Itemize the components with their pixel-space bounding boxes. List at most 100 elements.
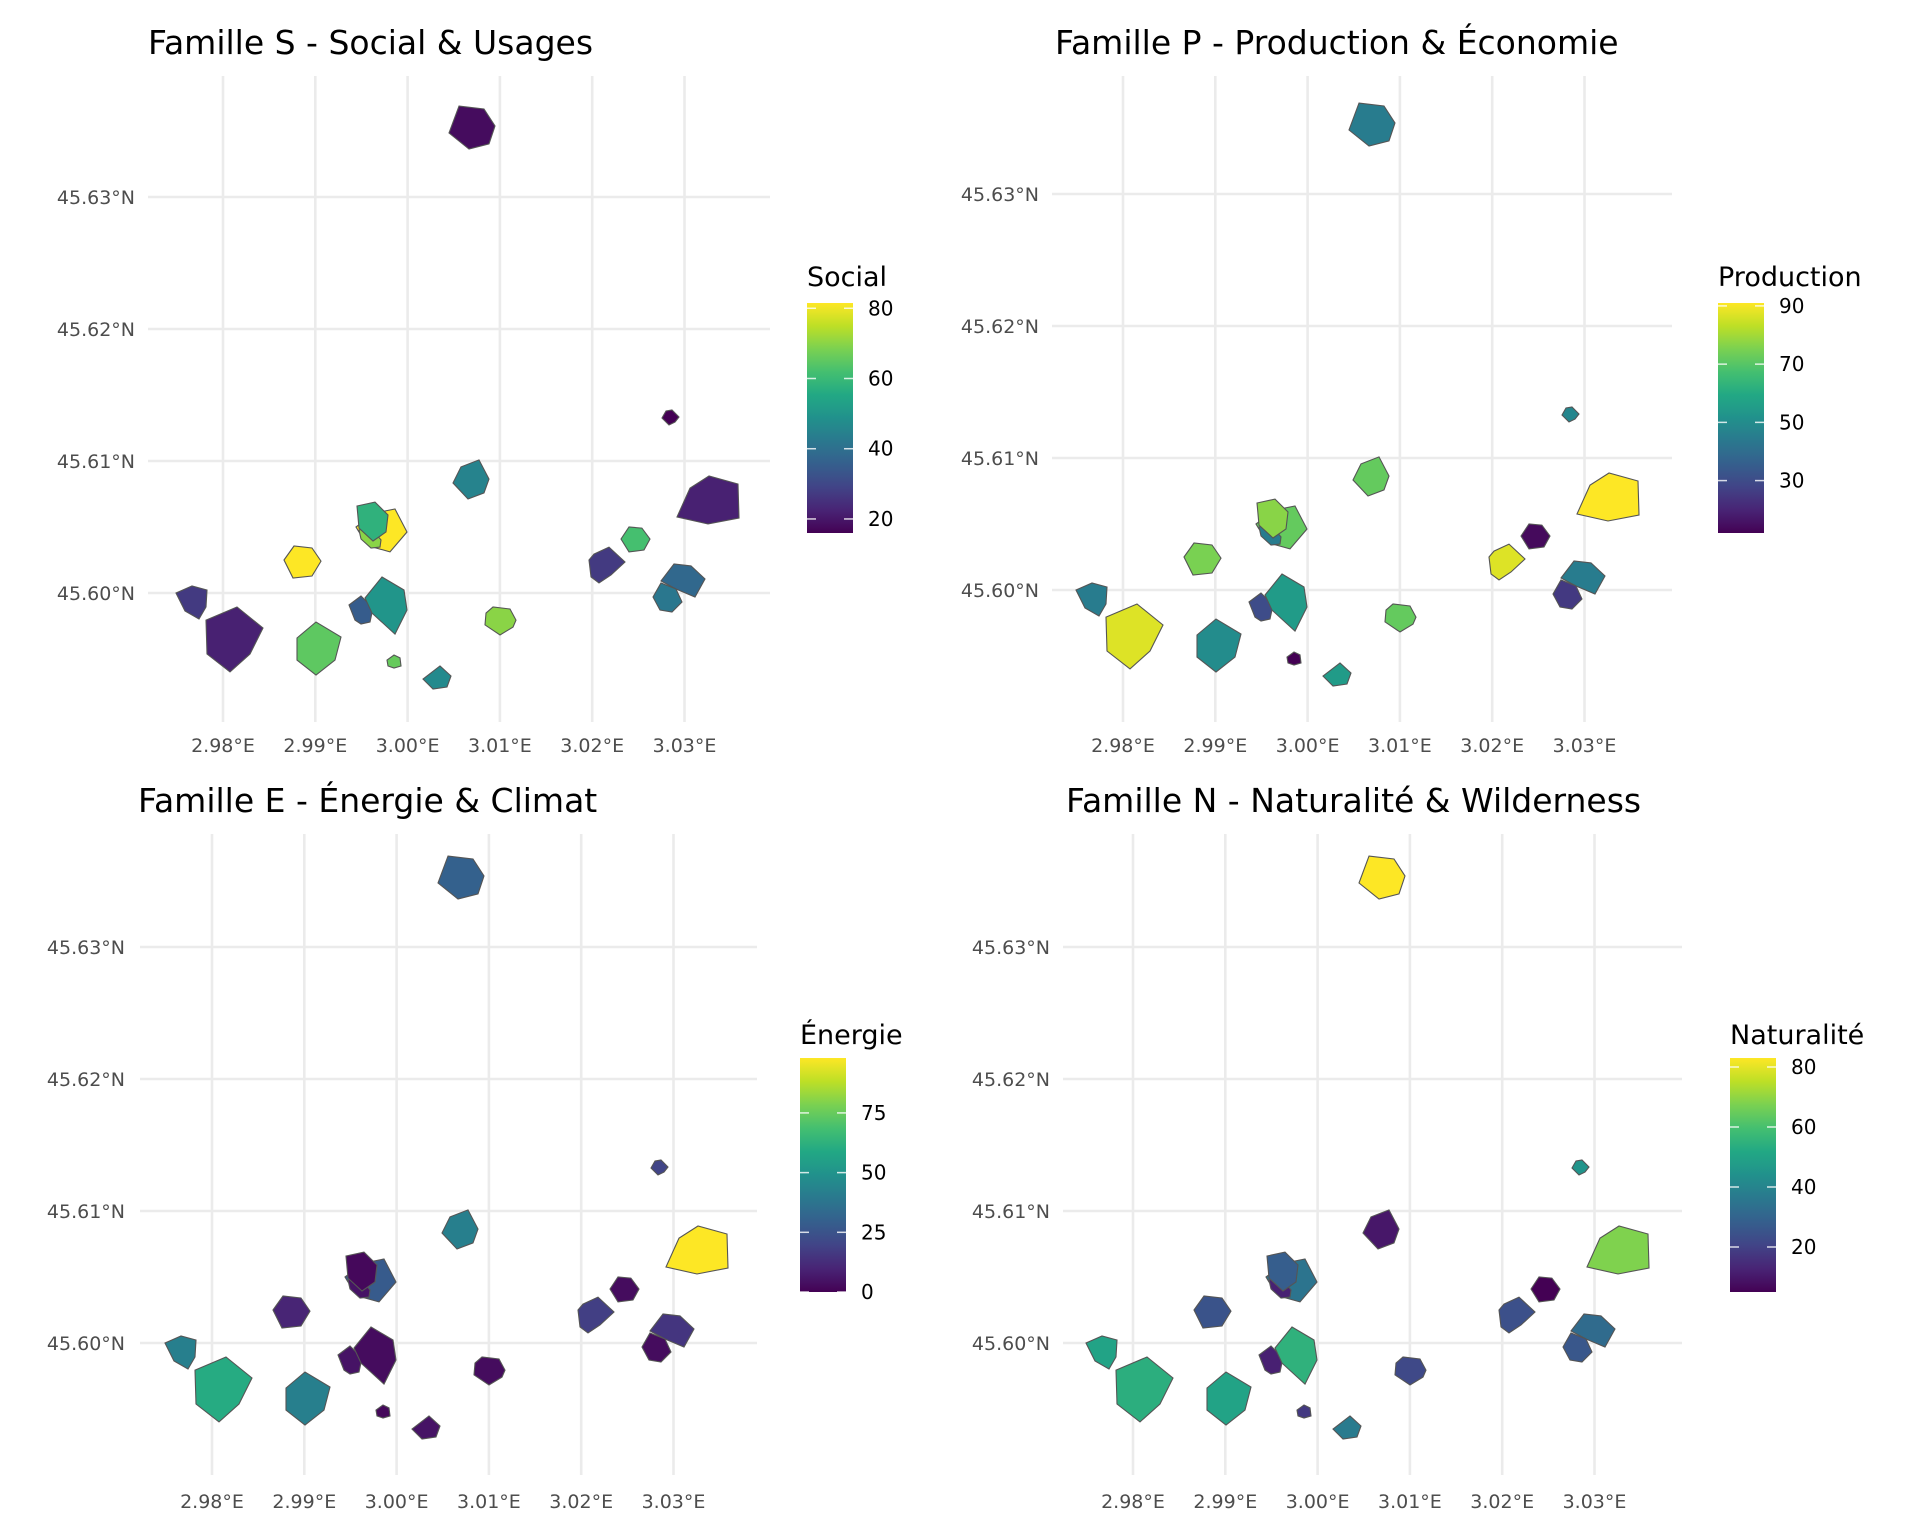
polygon-p04[interactable] — [1362, 1209, 1400, 1250]
polygon-p16[interactable] — [1384, 603, 1417, 633]
y-tick-label: 45.60°N — [47, 1333, 125, 1355]
polygon-p01[interactable] — [1348, 102, 1396, 147]
polygon-p14[interactable] — [1286, 651, 1302, 666]
panel-title: Famille N - Naturalité & Wilderness — [1066, 781, 1641, 820]
polygon-p15[interactable] — [411, 1415, 441, 1440]
colorbar — [1718, 303, 1764, 533]
polygon-p02[interactable] — [1561, 406, 1580, 423]
legend-title: Énergie — [800, 1019, 903, 1051]
x-tick-label: 3.02°E — [549, 1491, 613, 1513]
polygon-p13[interactable] — [353, 1326, 397, 1385]
polygon-p20[interactable] — [641, 1332, 672, 1363]
polygon-p18[interactable] — [1530, 1276, 1561, 1303]
polygon-p02[interactable] — [650, 1159, 669, 1176]
polygon-p11[interactable] — [285, 1371, 331, 1426]
panel-title: Famille S - Social & Usages — [148, 23, 593, 62]
polygon-p09[interactable] — [1075, 582, 1108, 617]
polygon-p13[interactable] — [1274, 1326, 1318, 1385]
polygon-p10[interactable] — [194, 1356, 253, 1423]
polygon-p13[interactable] — [1264, 573, 1308, 632]
polygon-p08[interactable] — [272, 1295, 311, 1329]
polygon-p15[interactable] — [1332, 1415, 1362, 1440]
x-tick-label: 3.03°E — [653, 735, 717, 757]
x-tick-label: 3.01°E — [1368, 735, 1432, 757]
x-tick-label: 2.98°E — [1091, 735, 1155, 757]
polygon-p03[interactable] — [1586, 1225, 1650, 1275]
colorbar — [1730, 1058, 1776, 1292]
colorbar-legend: Naturalité 20 40 60 80 — [1730, 1020, 1864, 1292]
polygon-p01[interactable] — [1358, 855, 1406, 900]
polygon-p20[interactable] — [1552, 579, 1583, 610]
polygon-p14[interactable] — [1296, 1404, 1312, 1419]
polygon-p03[interactable] — [665, 1225, 729, 1275]
polygon-p08[interactable] — [1183, 542, 1222, 576]
polygon-p18[interactable] — [609, 1276, 640, 1303]
y-tick-label: 45.61°N — [57, 451, 135, 473]
legend-tick-label: 80 — [1791, 1055, 1816, 1079]
x-tick-label: 3.01°E — [1378, 1491, 1442, 1513]
polygon-p17[interactable] — [577, 1296, 615, 1334]
polygon-p18[interactable] — [620, 526, 651, 553]
legend-tick-label: 20 — [868, 507, 893, 531]
polygon-p11[interactable] — [296, 621, 342, 676]
polygon-p02[interactable] — [1571, 1159, 1590, 1176]
polygon-p14[interactable] — [375, 1404, 391, 1419]
x-tick-label: 3.02°E — [560, 735, 624, 757]
y-tick-label: 45.62°N — [47, 1069, 125, 1091]
polygon-p07[interactable] — [1266, 1251, 1299, 1292]
polygon-p15[interactable] — [1322, 662, 1352, 687]
x-tick-label: 3.03°E — [1553, 735, 1617, 757]
polygon-p09[interactable] — [164, 1335, 197, 1370]
polygon-p10[interactable] — [205, 606, 264, 673]
polygon-p02[interactable] — [661, 409, 680, 426]
legend-tick-label: 25 — [861, 1220, 886, 1244]
colorbar-legend: Social 20 40 60 80 — [807, 262, 893, 533]
polygons — [164, 855, 729, 1440]
polygon-p16[interactable] — [1394, 1356, 1427, 1386]
polygon-p20[interactable] — [1562, 1332, 1593, 1363]
x-tick-label: 3.00°E — [365, 1491, 429, 1513]
polygon-p08[interactable] — [1193, 1295, 1232, 1329]
polygon-p15[interactable] — [422, 665, 452, 690]
polygon-p07[interactable] — [345, 1251, 378, 1292]
polygon-p13[interactable] — [364, 576, 408, 635]
polygon-p10[interactable] — [1115, 1356, 1174, 1423]
polygon-p09[interactable] — [175, 585, 208, 620]
polygon-p18[interactable] — [1520, 523, 1551, 550]
colorbar-legend: Production 30 50 70 90 — [1718, 262, 1862, 533]
y-tick-label: 45.63°N — [972, 937, 1050, 959]
polygon-p03[interactable] — [676, 475, 740, 525]
legend-tick-label: 60 — [1791, 1115, 1816, 1139]
y-tick-label: 45.62°N — [961, 316, 1039, 338]
polygon-p07[interactable] — [356, 501, 389, 542]
x-tick-label: 2.98°E — [180, 1491, 244, 1513]
polygon-p11[interactable] — [1206, 1371, 1252, 1426]
legend-tick-label: 50 — [1779, 410, 1804, 434]
polygons — [1085, 855, 1650, 1440]
polygon-p11[interactable] — [1196, 618, 1242, 673]
x-tick-label: 3.01°E — [457, 1491, 521, 1513]
polygon-p08[interactable] — [283, 545, 322, 579]
polygon-p17[interactable] — [1498, 1296, 1536, 1334]
polygon-p04[interactable] — [441, 1209, 479, 1250]
panel-title: Famille P - Production & Économie — [1055, 22, 1619, 62]
legend-tick-label: 40 — [868, 437, 893, 461]
legend-title: Social — [807, 262, 887, 293]
panel-n: 2.98°E 2.99°E 3.00°E 3.01°E 3.02°E 3.03°E 45.6… — [972, 781, 1864, 1513]
polygon-p01[interactable] — [448, 105, 496, 150]
polygon-p07[interactable] — [1256, 498, 1289, 539]
polygon-p16[interactable] — [484, 606, 517, 636]
polygon-p17[interactable] — [1488, 543, 1526, 581]
polygon-p01[interactable] — [437, 855, 485, 900]
polygon-p20[interactable] — [652, 582, 683, 613]
polygon-p17[interactable] — [588, 546, 626, 584]
polygon-p16[interactable] — [473, 1356, 506, 1386]
polygon-p09[interactable] — [1085, 1335, 1118, 1370]
legend-tick-label: 30 — [1779, 469, 1804, 493]
polygon-p04[interactable] — [452, 459, 490, 500]
polygon-p04[interactable] — [1352, 456, 1390, 497]
polygon-p10[interactable] — [1105, 603, 1164, 670]
legend-tick-label: 20 — [1791, 1235, 1816, 1259]
polygon-p14[interactable] — [386, 654, 402, 669]
polygon-p03[interactable] — [1576, 472, 1640, 522]
